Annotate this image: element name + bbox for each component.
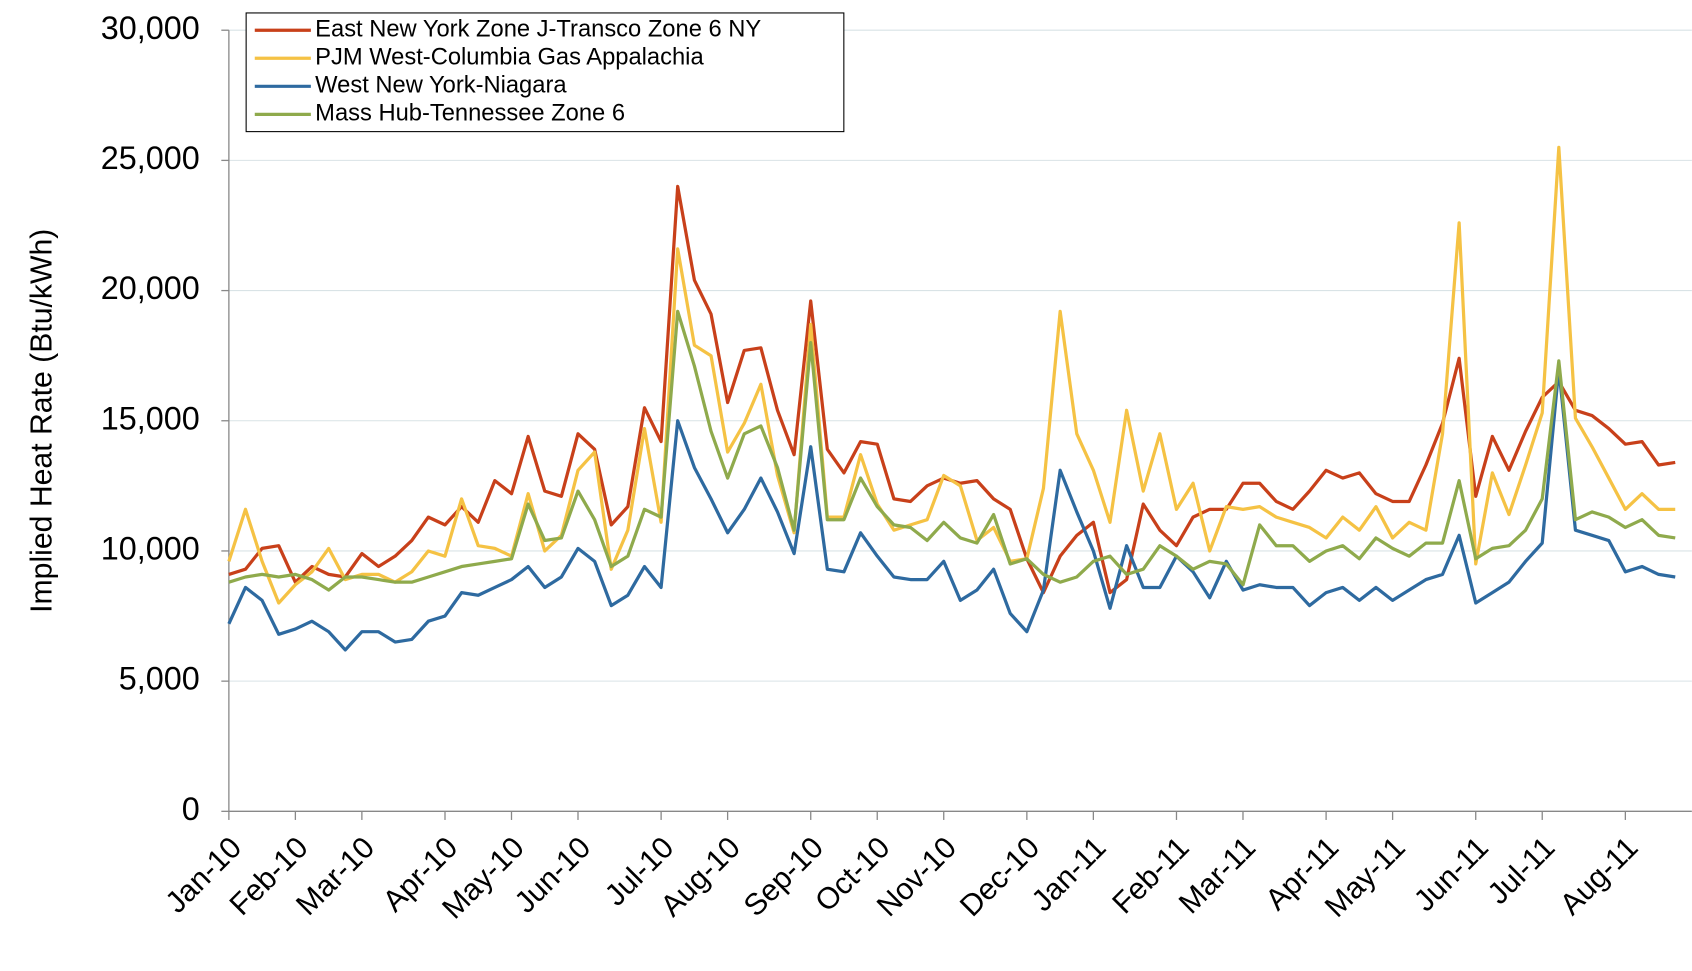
legend-label: PJM West-Columbia Gas Appalachia — [315, 45, 704, 71]
y-tick-label: 15,000 — [101, 400, 200, 436]
y-tick-label: 10,000 — [101, 530, 200, 566]
y-tick-label: 25,000 — [101, 140, 200, 176]
legend-label: Mass Hub-Tennessee Zone 6 — [315, 101, 625, 127]
x-tick-label: Jan-11 — [1026, 831, 1113, 918]
x-tick-label: Jun-11 — [1408, 831, 1495, 918]
legend-label: West New York-Niagara — [315, 73, 567, 99]
x-tick-label: Aug-11 — [1554, 831, 1645, 922]
x-tick-label: Jun-10 — [509, 831, 598, 920]
legend-box — [245, 12, 845, 133]
y-axis-label: Implied Heat Rate (Btu/kWh) — [25, 229, 58, 613]
series-line — [227, 367, 1676, 652]
x-tick-label: Sep-10 — [738, 831, 830, 923]
y-tick-label: 20,000 — [101, 270, 200, 306]
legend-label: East New York Zone J-Transco Zone 6 NY — [315, 16, 761, 42]
x-tick-label: Mar-11 — [1173, 831, 1262, 920]
y-tick-label: 5,000 — [119, 661, 200, 697]
y-tick-label: 30,000 — [101, 10, 200, 46]
y-tick-label: 0 — [182, 791, 200, 827]
series-line — [227, 145, 1676, 605]
x-tick-label: Dec-10 — [954, 831, 1046, 923]
series-line — [228, 309, 1676, 592]
x-tick-label: Jul-11 — [1482, 831, 1562, 911]
